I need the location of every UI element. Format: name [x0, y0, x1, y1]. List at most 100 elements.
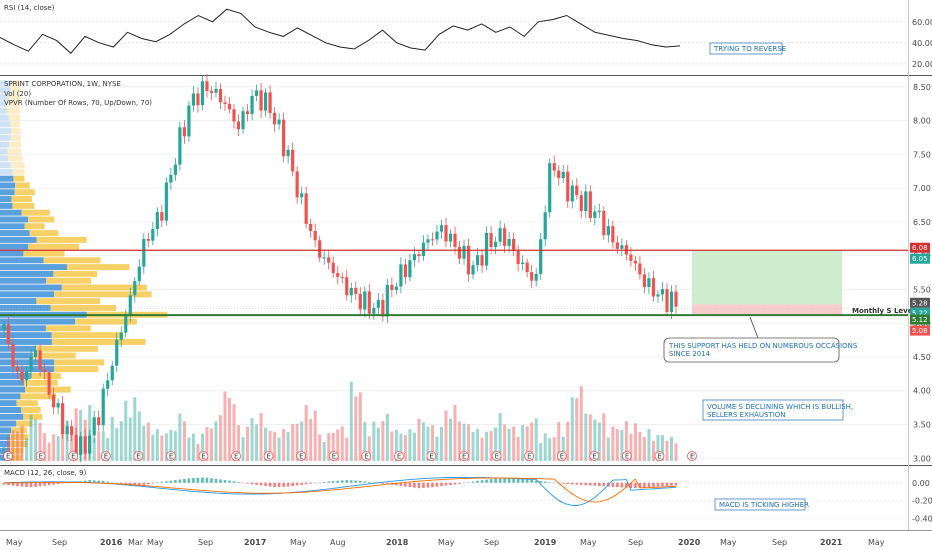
candle-body — [336, 273, 340, 277]
macd-note-box — [714, 498, 806, 511]
rsi-tick-label: 60.00 — [912, 18, 932, 27]
vp-up-bar — [0, 100, 8, 107]
price-tick-label: 7.50 — [913, 150, 931, 159]
volume-bar — [155, 429, 159, 461]
vp-up-bar — [0, 406, 22, 413]
volume-bar — [354, 396, 358, 461]
earnings-marker — [231, 451, 241, 461]
candle-body — [525, 262, 529, 273]
time-tick-label: May — [147, 538, 164, 547]
volume-bar — [246, 426, 250, 461]
volume-bar — [624, 421, 628, 461]
candle-body — [484, 232, 489, 266]
volume-bar — [124, 400, 128, 461]
vp-up-bar — [0, 440, 10, 447]
candle-body — [241, 111, 245, 130]
volume-bar — [651, 441, 655, 461]
volume-bar — [191, 433, 195, 461]
candle-body — [327, 257, 331, 263]
volume-bar — [65, 421, 69, 461]
macd-hist-bar — [404, 482, 407, 487]
candle-body — [557, 170, 561, 179]
earnings-marker — [556, 451, 567, 461]
macd-hist-bar — [435, 482, 439, 487]
candle-body — [660, 289, 665, 295]
price-tag-box — [910, 253, 930, 264]
vp-down-bar — [12, 168, 25, 175]
volume-bar — [602, 413, 606, 461]
vp-up-bar — [0, 216, 29, 223]
vp-down-bar — [54, 366, 99, 373]
support-note: THIS SUPPORT HAS HELD ON NUMEROUS OCCASI… — [663, 316, 858, 363]
candle-body — [674, 291, 678, 307]
volume-bar — [390, 431, 394, 461]
volume-bar — [453, 405, 457, 461]
macd-hist-bar — [34, 482, 37, 487]
volume-bar — [381, 421, 385, 461]
vp-down-bar — [33, 352, 76, 359]
macd-hist-bar — [494, 478, 497, 483]
earnings-marker — [100, 451, 111, 461]
candle-body — [178, 127, 182, 165]
candle-body — [426, 239, 430, 243]
candle-body — [187, 105, 191, 137]
macd-hist-bar — [147, 482, 150, 485]
candle-body — [42, 369, 47, 373]
candle-body — [268, 92, 272, 113]
volume-bar — [38, 422, 42, 461]
macd-hist-bar — [656, 482, 660, 487]
volume-bar — [358, 392, 362, 461]
candle-body — [575, 185, 579, 196]
earnings-marker-glyph: E — [657, 453, 661, 461]
earnings-marker — [393, 451, 404, 461]
vp-up-bar — [0, 386, 26, 393]
vp-down-bar — [28, 243, 80, 250]
earnings-marker — [198, 451, 209, 461]
volume-bar — [606, 437, 610, 461]
earnings-marker-glyph: E — [397, 453, 401, 461]
macd-hist-bar — [56, 482, 60, 485]
macd-hist-bar — [453, 482, 457, 485]
macd-hist-bar — [110, 482, 114, 483]
volume-bar — [241, 436, 245, 461]
volume-bar — [11, 430, 15, 461]
vp-down-bar — [28, 216, 55, 223]
time-tick-label: 2018 — [386, 538, 409, 547]
macd-hist-bar — [101, 480, 105, 483]
candle-body — [286, 149, 290, 157]
macd-hist-bar — [295, 482, 299, 486]
macd-hist-bar — [345, 480, 349, 483]
earnings-marker — [328, 451, 339, 461]
volume-bar — [385, 413, 389, 461]
candle-body — [15, 366, 20, 372]
candle-body — [539, 239, 543, 274]
vp-up-bar — [0, 141, 10, 148]
volume-bar — [255, 424, 259, 461]
candle-body — [457, 246, 462, 259]
volume-bar — [444, 410, 448, 461]
vp-down-bar — [15, 182, 30, 189]
macd-hist-bar — [566, 482, 570, 485]
macd-hist-bar — [304, 482, 308, 485]
macd-hist-bar — [552, 482, 556, 484]
vp-down-bar — [9, 440, 28, 447]
candle-body — [615, 242, 619, 249]
candle-body — [521, 262, 525, 265]
candle-body — [534, 273, 538, 281]
earnings-marker-glyph: E — [429, 453, 433, 461]
candle-body — [196, 93, 200, 106]
candle-body — [309, 223, 313, 232]
macd-title: MACD (12, 26, close, 9) — [4, 469, 87, 477]
volume-bar — [182, 421, 186, 461]
vp-up-bar — [0, 352, 34, 359]
volume-bar — [480, 437, 484, 461]
vp-up-bar — [0, 379, 25, 386]
vp-up-bar — [0, 400, 17, 407]
candle-body — [291, 149, 295, 172]
candle-body — [273, 112, 277, 125]
macd-hist-bar — [169, 480, 173, 483]
volume-profile — [0, 80, 168, 461]
volume-bar — [566, 421, 570, 461]
macd-hist-bar — [521, 478, 524, 483]
time-tick-label: 2021 — [820, 538, 843, 547]
